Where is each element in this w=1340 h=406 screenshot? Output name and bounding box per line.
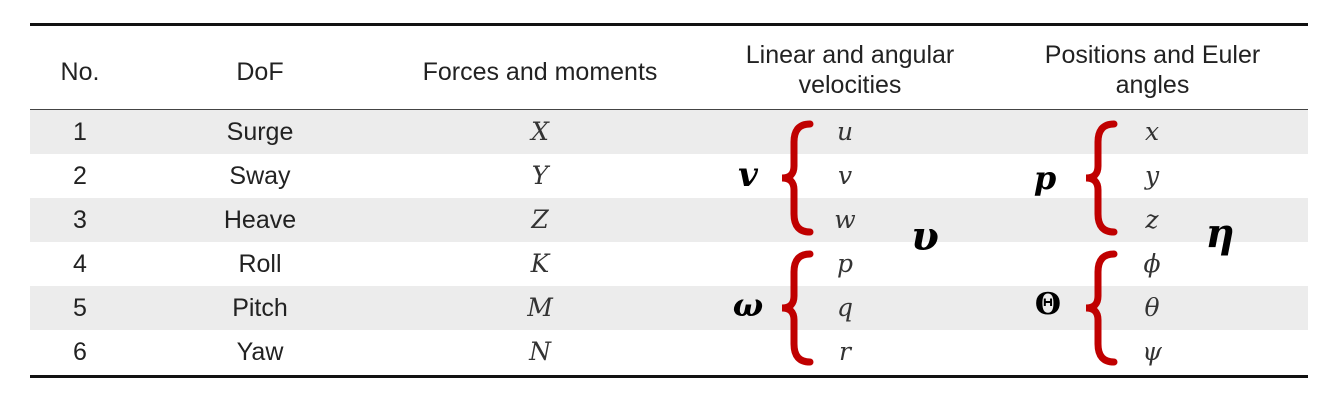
position-symbol: p bbox=[1033, 159, 1057, 197]
table-header-rule bbox=[30, 109, 1308, 110]
cell-dof: Pitch bbox=[232, 294, 288, 322]
cell-position: ϕ bbox=[1143, 249, 1161, 278]
table-top-rule bbox=[30, 23, 1308, 26]
cell-position: ψ bbox=[1142, 337, 1162, 366]
cell-velocity: w bbox=[834, 205, 856, 234]
cell-no: 2 bbox=[73, 162, 87, 190]
cell-force: X bbox=[531, 117, 549, 146]
header-velocities: Linear and angular velocities bbox=[700, 40, 1000, 100]
cell-force: Y bbox=[531, 161, 549, 190]
cell-force: N bbox=[529, 337, 551, 366]
cell-dof: Heave bbox=[223, 206, 297, 234]
angular-velocity-brace-icon bbox=[781, 250, 814, 366]
euler-angles-symbol: Θ bbox=[1034, 287, 1062, 322]
cell-force: Z bbox=[531, 205, 549, 234]
cell-dof: Sway bbox=[229, 162, 291, 190]
header-positions-line1: Positions and Euler bbox=[1044, 41, 1261, 69]
cell-velocity: q bbox=[836, 293, 853, 322]
angular-velocity-symbol: ω bbox=[732, 286, 764, 324]
header-positions-line2: angles bbox=[1115, 71, 1190, 99]
cell-position: y bbox=[1144, 161, 1160, 190]
position-brace-icon bbox=[1085, 120, 1118, 236]
cell-velocity: u bbox=[836, 117, 854, 146]
header-forces: Forces and moments bbox=[422, 58, 658, 86]
pose-vector-symbol: η bbox=[1205, 210, 1235, 257]
cell-force: K bbox=[530, 249, 550, 278]
cell-position: θ bbox=[1144, 293, 1160, 322]
linear-velocity-symbol: v bbox=[738, 155, 758, 195]
cell-velocity: r bbox=[839, 337, 851, 366]
cell-dof: Yaw bbox=[236, 338, 284, 366]
euler-angles-brace-icon bbox=[1085, 250, 1118, 366]
header-no: No. bbox=[60, 58, 100, 86]
cell-no: 3 bbox=[73, 206, 87, 234]
header-velocities-line1: Linear and angular bbox=[745, 41, 955, 69]
linear-velocity-brace-icon bbox=[781, 120, 814, 236]
cell-velocity: p bbox=[836, 249, 853, 278]
cell-force: M bbox=[527, 293, 553, 322]
header-positions: Positions and Euler angles bbox=[1005, 40, 1300, 100]
header-velocities-line2: velocities bbox=[798, 71, 902, 99]
table-bottom-rule bbox=[30, 375, 1308, 378]
cell-position: z bbox=[1145, 205, 1159, 234]
cell-no: 4 bbox=[73, 250, 87, 278]
cell-no: 1 bbox=[73, 118, 87, 146]
cell-dof: Surge bbox=[226, 118, 294, 146]
cell-velocity: v bbox=[837, 161, 853, 190]
header-dof: DoF bbox=[236, 58, 284, 86]
cell-no: 6 bbox=[73, 338, 87, 366]
cell-dof: Roll bbox=[238, 250, 282, 278]
cell-position: x bbox=[1144, 117, 1160, 146]
cell-no: 5 bbox=[73, 294, 87, 322]
velocity-vector-symbol: υ bbox=[911, 213, 939, 260]
